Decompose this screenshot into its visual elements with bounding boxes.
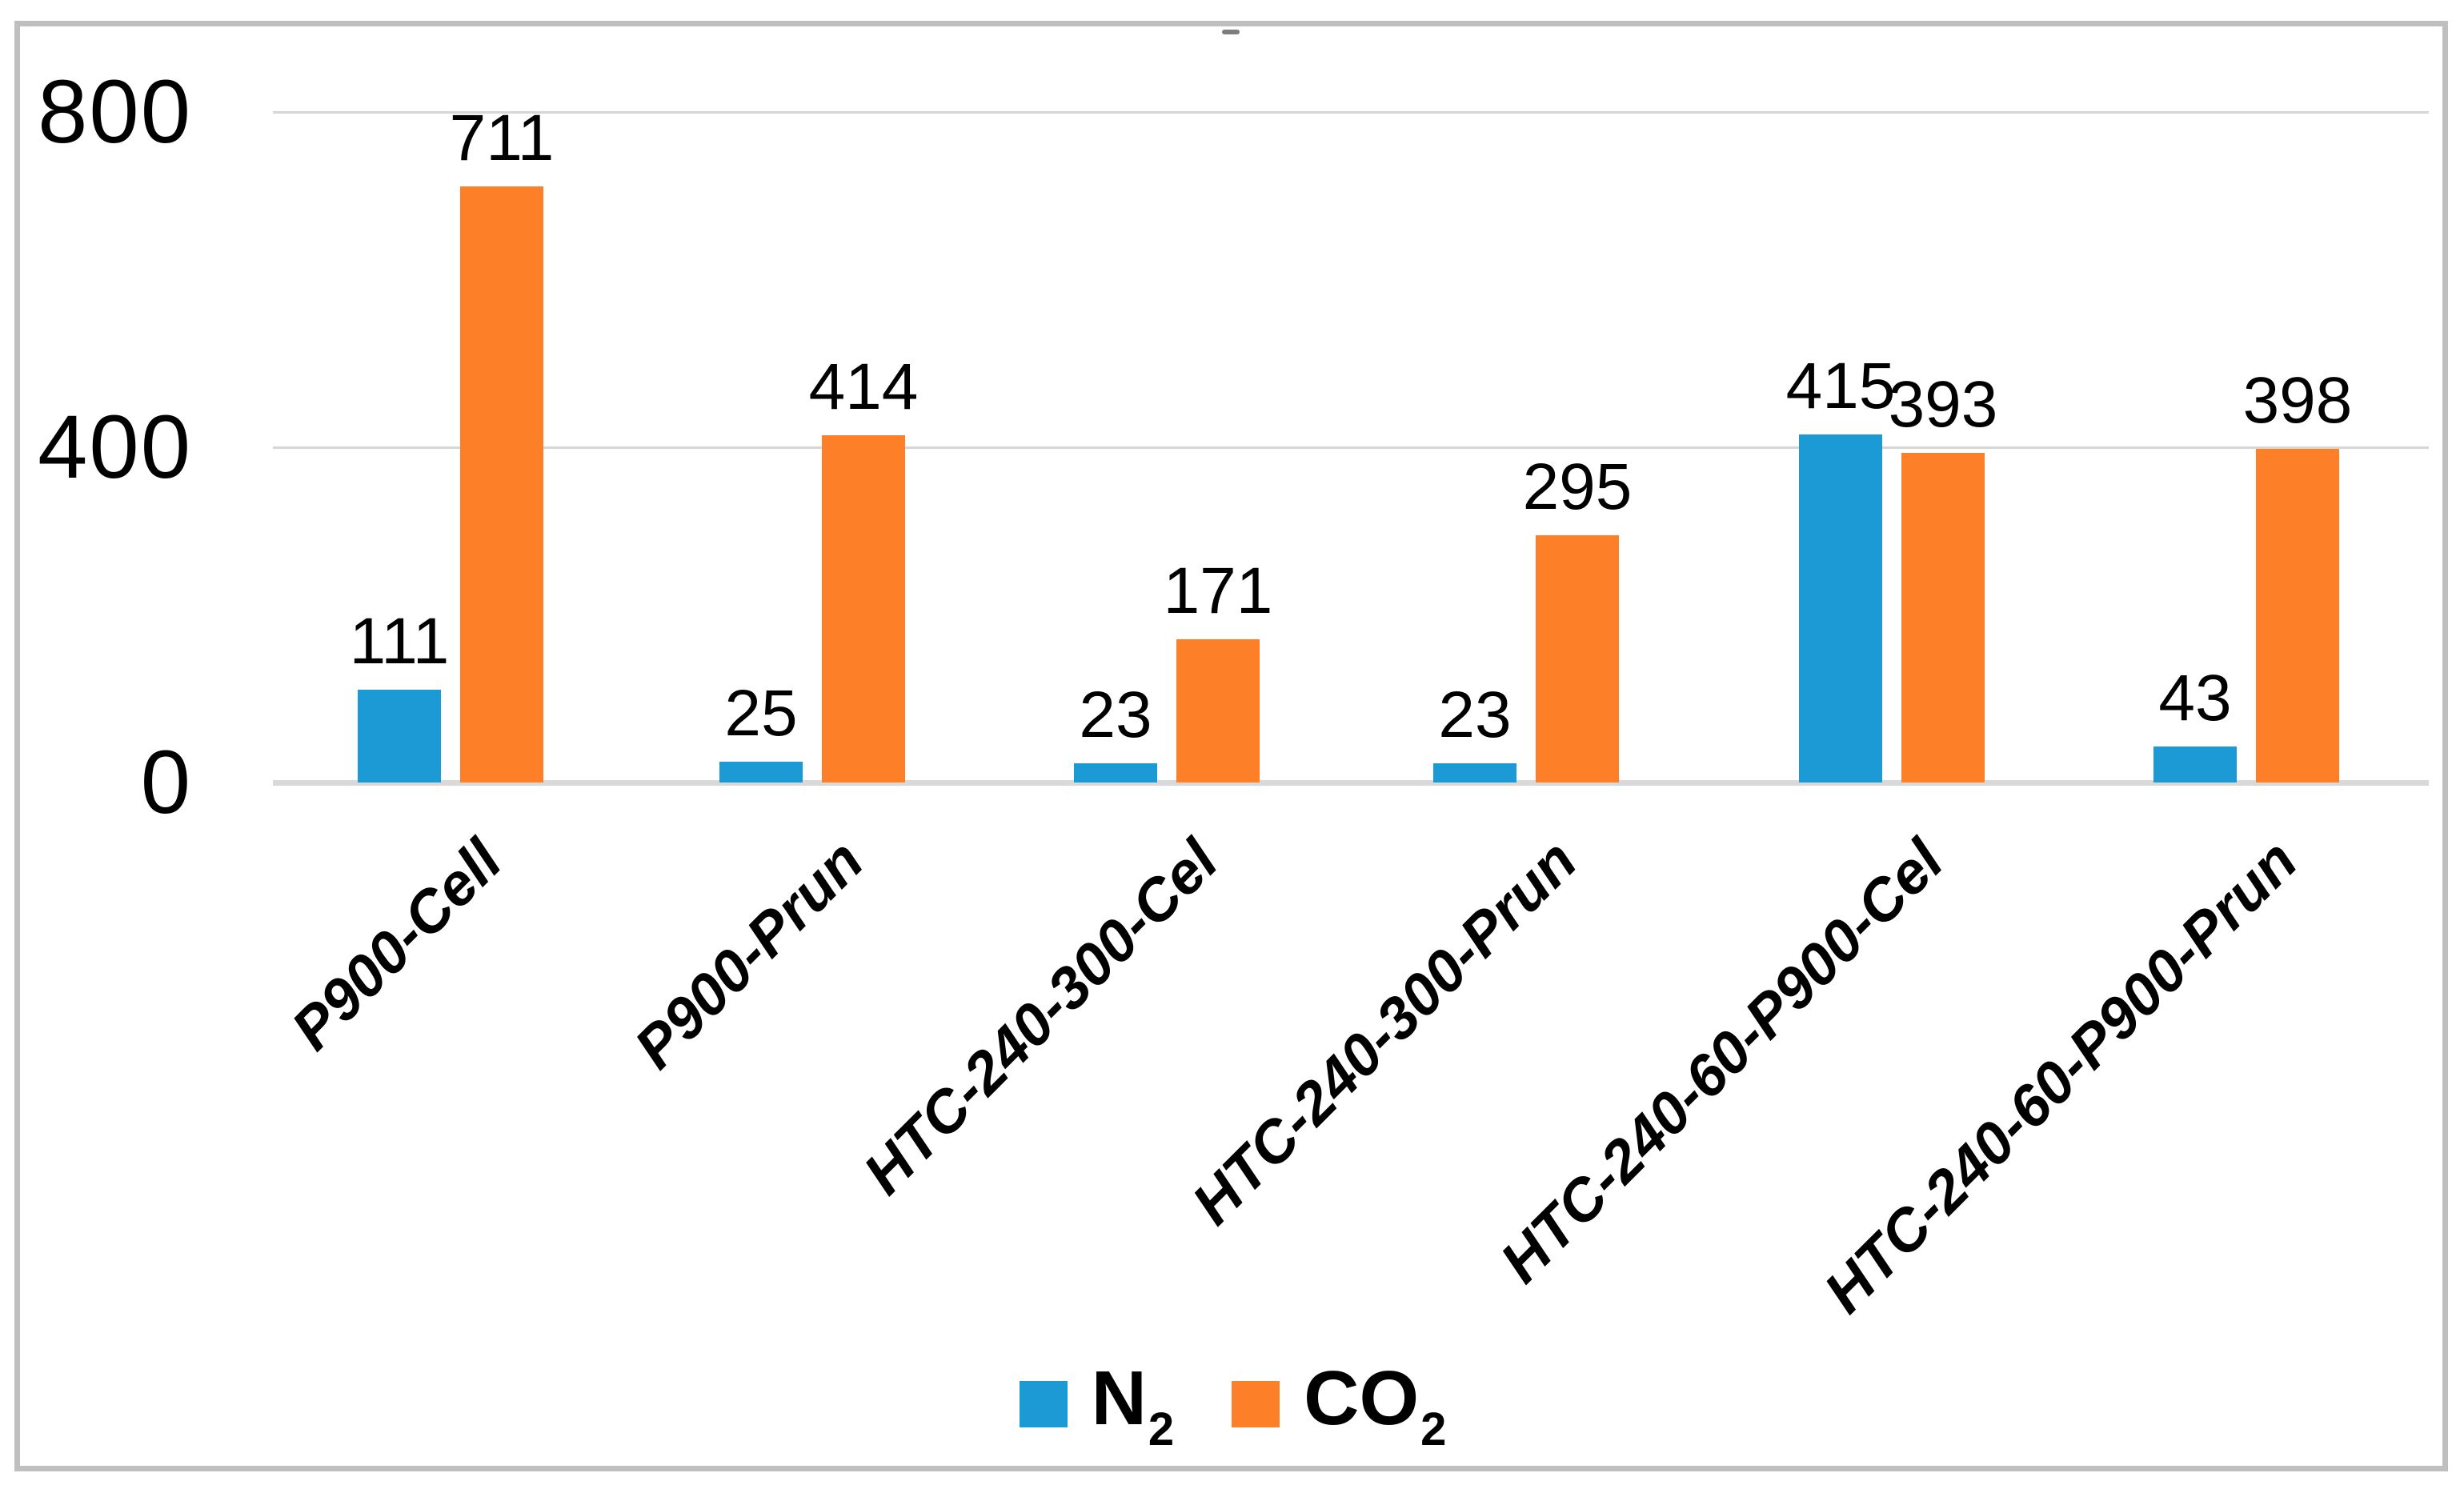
bar-N2-HTC-240-300-Cel [1074, 763, 1157, 783]
value-label-CO2-HTC-240-300-Prun: 295 [1522, 450, 1633, 523]
value-label-CO2-HTC-240-300-Cel: 171 [1163, 554, 1273, 627]
bar-N2-P900-Prun [719, 761, 803, 783]
legend-label-subscript: 2 [1148, 1403, 1175, 1455]
bar-CO2-HTC-240-60-P900-Prun [2256, 449, 2339, 783]
bar-CO2-P900-Prun [822, 435, 905, 783]
legend-swatch-co2-icon [1232, 1380, 1280, 1427]
bar-N2-HTC-240-60-P900-Cel [1799, 434, 1882, 783]
bar-CO2-HTC-240-60-P900-Cel [1901, 453, 1985, 783]
value-label-CO2-HTC-240-60-P900-Cel: 393 [1888, 368, 1998, 442]
y-tick-label-400: 400 [38, 397, 192, 497]
legend-item-CO2: CO2 [1232, 1360, 1446, 1456]
legend-label-N2: N2 [1092, 1360, 1175, 1456]
value-label-CO2-P900-Cell: 711 [449, 102, 555, 175]
category-label-HTC-240-300-Prun: HTC-240-300-Prun [1179, 827, 1590, 1237]
category-label-P900-Prun: P900-Prun [621, 827, 876, 1082]
legend-label-base: N [1091, 1355, 1147, 1441]
bar-N2-HTC-240-300-Prun [1433, 763, 1516, 783]
value-label-N2-HTC-240-300-Prun: 23 [1438, 678, 1512, 751]
value-label-N2-P900-Prun: 25 [724, 676, 798, 750]
bar-CO2-HTC-240-300-Cel [1176, 638, 1260, 783]
value-label-N2-HTC-240-60-P900-Cel: 415 [1785, 350, 1896, 423]
gridline-400 [273, 446, 2429, 449]
y-tick-label-0: 0 [140, 732, 192, 832]
value-label-CO2-HTC-240-60-P900-Prun: 398 [2242, 364, 2353, 438]
value-label-N2-HTC-240-300-Cel: 23 [1079, 678, 1152, 751]
value-label-CO2-P900-Prun: 414 [808, 350, 919, 424]
legend-label-subscript: 2 [1420, 1403, 1447, 1455]
legend-label-CO2: CO2 [1304, 1360, 1446, 1456]
legend-item-N2: N2 [1019, 1360, 1175, 1456]
bar-CO2-HTC-240-300-Prun [1536, 534, 1619, 783]
value-label-N2-P900-Cell: 111 [349, 604, 450, 678]
y-tick-label-800: 800 [38, 62, 192, 162]
value-label-N2-HTC-240-60-P900-Prun: 43 [2158, 661, 2232, 734]
x-axis-line [273, 780, 2429, 786]
legend-swatch-n2-icon [1019, 1380, 1068, 1427]
legend-label-base: CO [1304, 1355, 1420, 1441]
category-label-P900-Cell: P900-Cell [278, 827, 515, 1063]
gridline-800 [273, 111, 2429, 114]
bar-N2-HTC-240-60-P900-Prun [2153, 746, 2237, 783]
chart-frame-border [14, 21, 2448, 1471]
legend: N2 CO2 [0, 1360, 2464, 1456]
bar-N2-P900-Cell [358, 689, 441, 783]
category-label-HTC-240-300-Cel: HTC-240-300-Cel [850, 827, 1231, 1207]
bar-CO2-P900-Cell [460, 186, 543, 783]
top-center-artifact-mark [1222, 30, 1240, 34]
